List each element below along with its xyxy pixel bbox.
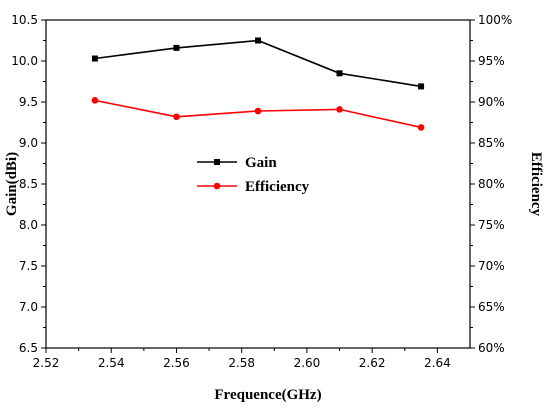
legend: Gain Efficiency bbox=[197, 155, 310, 195]
y2-axis-title: Efficiency bbox=[528, 152, 544, 217]
x-tick-label: 2.58 bbox=[228, 356, 255, 370]
efficiency-point bbox=[173, 113, 180, 121]
x-axis-title: Frequence(GHz) bbox=[214, 387, 321, 403]
y2-tick-label: 100% bbox=[478, 13, 512, 27]
efficiency-point bbox=[336, 106, 343, 113]
y-tick-label: 10.0 bbox=[11, 54, 38, 68]
y2-tick-label: 65% bbox=[478, 300, 505, 314]
x-tick-label: 2.60 bbox=[294, 356, 321, 370]
y-tick-label: 10.5 bbox=[11, 13, 38, 27]
gain-point bbox=[173, 44, 180, 51]
x-tick-label: 2.64 bbox=[424, 356, 451, 370]
efficiency-point bbox=[91, 97, 99, 104]
gain-point bbox=[418, 83, 425, 90]
y-tick-label: 7.5 bbox=[19, 259, 38, 273]
y2-tick-label: 80% bbox=[478, 177, 505, 191]
x-tick-label: 2.56 bbox=[163, 356, 190, 370]
y-axis-title: Gain(dBi) bbox=[4, 152, 20, 216]
y2-tick-label: 70% bbox=[478, 259, 505, 273]
y2-tick-label: 95% bbox=[478, 54, 505, 68]
gain-point bbox=[336, 70, 343, 77]
y-tick-label: 8.5 bbox=[19, 177, 38, 191]
y2-tick-label: 90% bbox=[478, 95, 505, 109]
axes: 2.52 2.54 2.56 2.58 2.60 2.62 2.64 6.5 7.0 7.5 8.0… bbox=[11, 13, 512, 370]
gain-point bbox=[91, 55, 98, 62]
y2-tick-label: 60% bbox=[478, 341, 505, 355]
plot-series bbox=[91, 37, 425, 131]
y-tick-label: 6.5 bbox=[19, 341, 38, 355]
legend-efficiency-label: Efficiency bbox=[245, 179, 310, 195]
legend-efficiency-marker bbox=[213, 182, 221, 190]
y-tick-label: 7.0 bbox=[19, 300, 38, 314]
x-tick-label: 2.54 bbox=[98, 356, 125, 370]
x-tick-label: 2.62 bbox=[359, 356, 386, 370]
y-tick-label: 9.5 bbox=[19, 95, 38, 109]
legend-gain-label: Gain bbox=[245, 155, 277, 171]
legend-gain-marker bbox=[214, 159, 220, 165]
gain-series-line bbox=[94, 39, 422, 88]
y-tick-label: 9.0 bbox=[19, 136, 38, 150]
y2-tick-label: 75% bbox=[478, 218, 505, 232]
y2-tick-label: 85% bbox=[478, 136, 505, 150]
gain-point bbox=[255, 37, 261, 44]
x-tick-label: 2.52 bbox=[33, 356, 60, 370]
y-tick-label: 8.0 bbox=[19, 218, 38, 232]
efficiency-point bbox=[417, 124, 425, 131]
efficiency-point bbox=[254, 107, 262, 115]
